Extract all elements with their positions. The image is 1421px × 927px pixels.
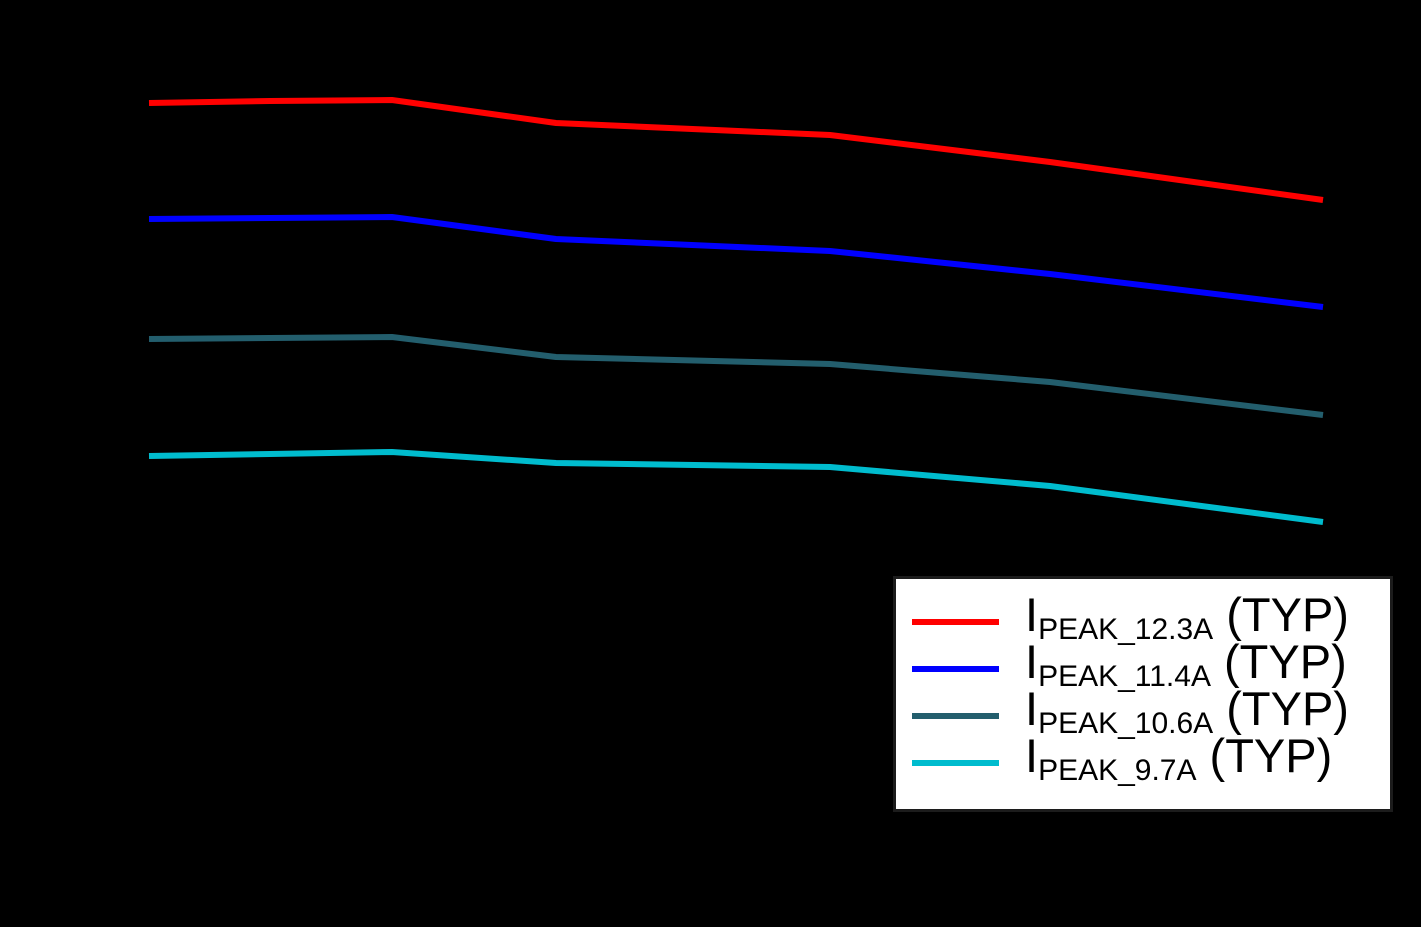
legend-label: IPEAK_9.7A (TYP) <box>1025 728 1333 787</box>
legend-line-swatch <box>912 759 999 766</box>
legend: IPEAK_12.3A (TYP) IPEAK_11.4A (TYP) IPEA… <box>893 576 1393 812</box>
legend-label: IPEAK_10.6A (TYP) <box>1025 681 1349 740</box>
legend-item: IPEAK_12.3A (TYP) <box>912 591 1390 646</box>
ipeak-12-3a-line <box>148 97 1324 203</box>
ipeak-9-7a-line <box>148 449 1324 525</box>
legend-line-swatch <box>912 665 999 672</box>
legend-line-swatch <box>912 618 999 625</box>
legend-label: IPEAK_11.4A (TYP) <box>1025 634 1347 693</box>
legend-item: IPEAK_10.6A (TYP) <box>912 685 1390 740</box>
ipeak-10-6a-line <box>148 334 1324 418</box>
legend-item: IPEAK_9.7A (TYP) <box>912 732 1390 787</box>
legend-label: IPEAK_12.3A (TYP) <box>1025 587 1349 646</box>
legend-item: IPEAK_11.4A (TYP) <box>912 638 1390 693</box>
legend-line-swatch <box>912 712 999 719</box>
ipeak-11-4a-line <box>148 214 1324 310</box>
